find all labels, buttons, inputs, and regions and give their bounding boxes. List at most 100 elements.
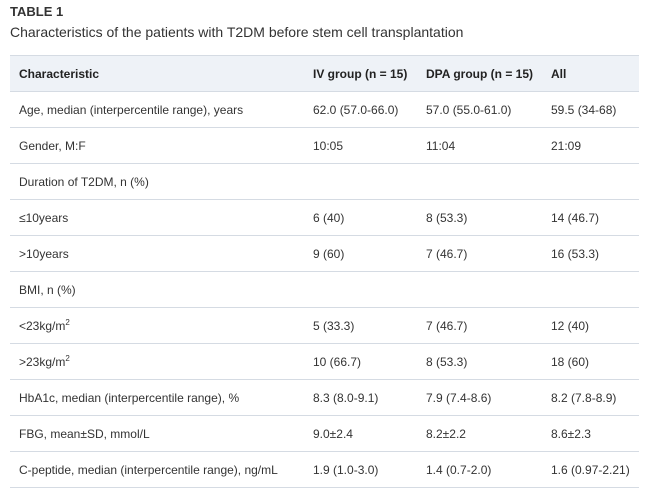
row-label-text: BMI, n (%): [19, 282, 76, 297]
iv-value-text: 9.0±2.4: [313, 426, 353, 441]
dpa-value-text: 8 (53.3): [426, 210, 468, 225]
iv-value: [304, 163, 417, 200]
table-row: BMI, n (%): [10, 271, 639, 308]
header-all: All: [542, 55, 639, 92]
dpa-value: [417, 163, 542, 200]
table-caption: Characteristics of the patients with T2D…: [10, 24, 464, 40]
row-label: ≤10years: [10, 199, 304, 236]
all-value: 14 (46.7): [542, 199, 639, 236]
all-value-text: 18 (60): [551, 354, 590, 369]
all-value-text: 16 (53.3): [551, 246, 600, 261]
dpa-value: [417, 271, 542, 308]
iv-value: 8.3 (8.0-9.1): [304, 379, 417, 416]
row-label: HbA1c, median (interpercentile range), %: [10, 379, 304, 416]
dpa-value: 7 (46.7): [417, 235, 542, 272]
all-value: 16 (53.3): [542, 235, 639, 272]
dpa-value: 8 (53.3): [417, 343, 542, 380]
row-label-text: Duration of T2DM, n (%): [19, 174, 149, 189]
table-row: <23kg/m2 5 (33.3) 7 (46.7) 12 (40): [10, 307, 639, 344]
row-label: C-peptide, median (interpercentile range…: [10, 451, 304, 488]
table-row: >23kg/m2 10 (66.7) 8 (53.3) 18 (60): [10, 343, 639, 380]
all-value-text: 21:09: [551, 138, 582, 153]
characteristics-table: Characteristic IV group (n = 15) DPA gro…: [10, 55, 639, 488]
header-iv-group: IV group (n = 15): [304, 55, 417, 92]
iv-value: 10:05: [304, 127, 417, 164]
iv-value-text: 9 (60): [313, 246, 345, 261]
iv-value: 10 (66.7): [304, 343, 417, 380]
all-value: [542, 271, 639, 308]
all-value-text: 8.6±2.3: [551, 426, 591, 441]
iv-value: 1.9 (1.0-3.0): [304, 451, 417, 488]
dpa-value-text: 8 (53.3): [426, 354, 468, 369]
table-row: Gender, M:F 10:05 11:04 21:09: [10, 127, 639, 164]
iv-value: 9.0±2.4: [304, 415, 417, 452]
all-value: 8.6±2.3: [542, 415, 639, 452]
dpa-value: 11:04: [417, 127, 542, 164]
header-row: Characteristic IV group (n = 15) DPA gro…: [10, 55, 639, 92]
all-value-text: 12 (40): [551, 318, 590, 333]
iv-value: [304, 271, 417, 308]
all-value-text: 8.2 (7.8-8.9): [551, 390, 617, 405]
row-label-text: Age, median (interpercentile range), yea…: [19, 102, 244, 117]
dpa-value-text: 1.4 (0.7-2.0): [426, 462, 492, 477]
all-value-text: 14 (46.7): [551, 210, 600, 225]
row-label-text: ≤10years: [19, 210, 69, 225]
dpa-value: 57.0 (55.0-61.0): [417, 91, 542, 128]
dpa-value: 1.4 (0.7-2.0): [417, 451, 542, 488]
row-label: BMI, n (%): [10, 271, 304, 308]
all-value-text: 59.5 (34-68): [551, 102, 617, 117]
row-label: Age, median (interpercentile range), yea…: [10, 91, 304, 128]
row-label: FBG, mean±SD, mmol/L: [10, 415, 304, 452]
dpa-value-text: 8.2±2.2: [426, 426, 466, 441]
table-row: ≤10years 6 (40) 8 (53.3) 14 (46.7): [10, 199, 639, 236]
header-dpa-group: DPA group (n = 15): [417, 55, 542, 92]
all-value-text: 1.6 (0.97-2.21): [551, 462, 630, 477]
iv-value-text: 5 (33.3): [313, 318, 355, 333]
table-row: Age, median (interpercentile range), yea…: [10, 91, 639, 128]
row-label: <23kg/m2: [10, 307, 304, 344]
superscript: 2: [65, 318, 70, 327]
iv-value-text: 10:05: [313, 138, 344, 153]
table-row: FBG, mean±SD, mmol/L 9.0±2.4 8.2±2.2 8.6±2.…: [10, 415, 639, 452]
iv-value: 9 (60): [304, 235, 417, 272]
all-value: 12 (40): [542, 307, 639, 344]
dpa-value: 7 (46.7): [417, 307, 542, 344]
iv-value-text: 8.3 (8.0-9.1): [313, 390, 379, 405]
dpa-value-text: 7 (46.7): [426, 246, 468, 261]
all-value: 8.2 (7.8-8.9): [542, 379, 639, 416]
row-label-text: C-peptide, median (interpercentile range…: [19, 462, 278, 477]
table-row: Duration of T2DM, n (%): [10, 163, 639, 200]
iv-value-text: 10 (66.7): [313, 354, 362, 369]
dpa-value: 8 (53.3): [417, 199, 542, 236]
row-label: >23kg/m2: [10, 343, 304, 380]
all-value: 18 (60): [542, 343, 639, 380]
dpa-value: 8.2±2.2: [417, 415, 542, 452]
dpa-value-text: 57.0 (55.0-61.0): [426, 102, 512, 117]
row-label-text: >10years: [19, 246, 69, 261]
row-label: Gender, M:F: [10, 127, 304, 164]
header-characteristic: Characteristic: [10, 55, 304, 92]
iv-value-text: 62.0 (57.0-66.0): [313, 102, 399, 117]
row-label-text: <23kg/m: [19, 319, 66, 333]
row-label: >10years: [10, 235, 304, 272]
dpa-value-text: 7.9 (7.4-8.6): [426, 390, 492, 405]
table-row: >10years 9 (60) 7 (46.7) 16 (53.3): [10, 235, 639, 272]
table-label: TABLE 1: [10, 4, 64, 19]
iv-value: 5 (33.3): [304, 307, 417, 344]
table-row: HbA1c, median (interpercentile range), %…: [10, 379, 639, 416]
iv-value: 6 (40): [304, 199, 417, 236]
iv-value-text: 1.9 (1.0-3.0): [313, 462, 379, 477]
dpa-value-text: 7 (46.7): [426, 318, 468, 333]
table-row: C-peptide, median (interpercentile range…: [10, 451, 639, 488]
dpa-value: 7.9 (7.4-8.6): [417, 379, 542, 416]
all-value: 21:09: [542, 127, 639, 164]
all-value: 1.6 (0.97-2.21): [542, 451, 639, 488]
superscript: 2: [65, 354, 70, 363]
row-label: Duration of T2DM, n (%): [10, 163, 304, 200]
all-value: 59.5 (34-68): [542, 91, 639, 128]
row-label-text: Gender, M:F: [19, 138, 86, 153]
row-label-text: FBG, mean±SD, mmol/L: [19, 426, 150, 441]
row-label-text: HbA1c, median (interpercentile range), %: [19, 390, 240, 405]
all-value: [542, 163, 639, 200]
dpa-value-text: 11:04: [426, 138, 456, 153]
